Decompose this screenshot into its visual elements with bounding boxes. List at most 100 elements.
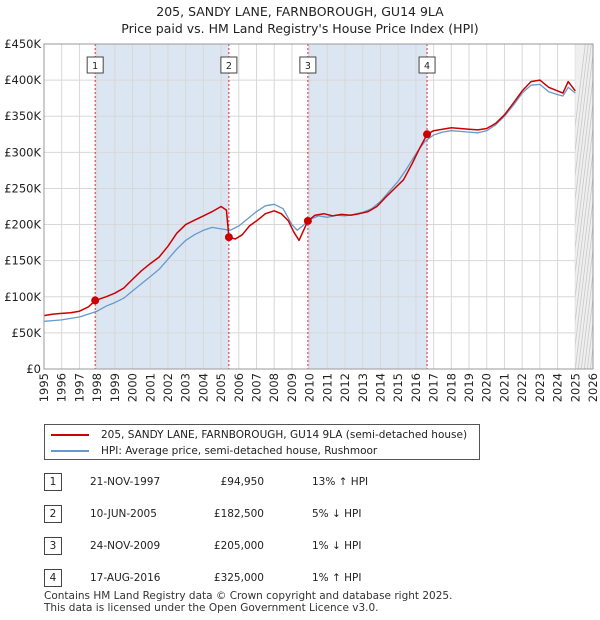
x-tick-label: 2025 — [568, 373, 582, 402]
y-tick-label: £50K — [12, 326, 42, 340]
footer-line-2: This data is licensed under the Open Gov… — [44, 602, 379, 614]
sale-hpi-diff: 5% ↓ HPI — [312, 508, 362, 520]
x-tick-label: 1998 — [90, 373, 104, 402]
sale-point — [91, 296, 100, 305]
sale-marker-number: 3 — [305, 61, 311, 72]
x-tick-label: 2014 — [373, 373, 387, 402]
legend-item-hpi: HPI: Average price, semi-detached house,… — [51, 443, 377, 459]
sale-number-badge: 2 — [44, 505, 62, 523]
y-tick-label: £0 — [26, 362, 41, 376]
title-line-2: Price paid vs. HM Land Registry's House … — [121, 21, 479, 36]
shaded-range — [95, 44, 229, 369]
future-hatch — [580, 270, 594, 369]
sale-price: £182,500 — [213, 508, 264, 520]
future-hatch — [575, 197, 594, 348]
sale-hpi-diff: 13% ↑ HPI — [312, 476, 369, 488]
y-tick-label: £250K — [4, 181, 41, 195]
y-tick-label: £450K — [4, 37, 41, 51]
sale-marker-box — [299, 56, 317, 74]
x-tick-label: 2004 — [196, 373, 210, 402]
property-price-line — [43, 79, 576, 317]
future-hatch — [575, 75, 594, 227]
x-tick-label: 2020 — [480, 373, 494, 402]
x-tick-label: 2024 — [551, 373, 565, 402]
sale-point — [303, 216, 312, 225]
y-tick-label: £400K — [4, 73, 41, 87]
x-tick-label: 1997 — [72, 373, 86, 402]
future-hatch — [577, 246, 594, 369]
title-line-1: 205, SANDY LANE, FARNBOROUGH, GU14 9LA — [156, 4, 444, 19]
sale-marker-number: 1 — [92, 61, 98, 72]
x-tick-label: 1999 — [108, 373, 122, 402]
sale-hpi-diff: 1% ↓ HPI — [312, 540, 362, 552]
future-hatch — [575, 124, 594, 275]
x-tick-label: 2017 — [427, 373, 441, 402]
table-row: 1 21-NOV-1997 £94,950 13% ↑ HPI — [0, 472, 600, 492]
sale-date: 17-AUG-2016 — [90, 572, 161, 584]
table-row: 3 24-NOV-2009 £205,000 1% ↓ HPI — [0, 536, 600, 556]
future-hatch — [575, 99, 594, 251]
legend-item-property: 205, SANDY LANE, FARNBOROUGH, GU14 9LA (… — [51, 427, 467, 443]
x-tick-label: 2008 — [267, 373, 281, 402]
x-tick-label: 2015 — [391, 373, 405, 402]
x-tick-label: 2005 — [214, 373, 228, 402]
sale-marker-number: 2 — [226, 61, 232, 72]
y-tick-label: £300K — [4, 145, 41, 159]
x-tick-label: 2013 — [356, 373, 370, 402]
sale-number-badge: 3 — [44, 537, 62, 555]
y-tick-label: £100K — [4, 290, 41, 304]
sale-price: £205,000 — [213, 540, 264, 552]
y-tick-label: £200K — [4, 218, 41, 232]
sale-marker-box — [418, 56, 436, 74]
x-tick-label: 2019 — [462, 373, 476, 402]
x-tick-label: 2026 — [586, 373, 600, 402]
future-hatch — [575, 221, 594, 369]
x-tick-label: 2018 — [444, 373, 458, 402]
sale-marker-number: 4 — [424, 61, 430, 72]
x-tick-label: 2023 — [533, 373, 547, 402]
shaded-range — [307, 44, 428, 369]
legend: 205, SANDY LANE, FARNBOROUGH, GU14 9LA (… — [44, 424, 480, 460]
sale-marker-box — [220, 56, 238, 74]
sale-point — [224, 233, 233, 242]
sale-marker-box — [86, 56, 104, 74]
future-hatch — [575, 44, 589, 153]
footer-line-1: Contains HM Land Registry data © Crown c… — [44, 590, 453, 602]
x-tick-label: 2016 — [409, 373, 423, 402]
x-tick-label: 1996 — [55, 373, 69, 402]
chart-title: 205, SANDY LANE, FARNBOROUGH, GU14 9LA P… — [0, 3, 600, 37]
x-tick-label: 2021 — [497, 373, 511, 402]
x-tick-label: 2007 — [250, 373, 264, 402]
legend-label-property: 205, SANDY LANE, FARNBOROUGH, GU14 9LA (… — [101, 429, 468, 441]
x-tick-label: 2009 — [285, 373, 299, 402]
future-hatch — [575, 173, 594, 324]
x-tick-label: 2003 — [179, 373, 193, 402]
x-tick-label: 2006 — [232, 373, 246, 402]
sale-price: £325,000 — [213, 572, 264, 584]
x-tick-label: 2022 — [515, 373, 529, 402]
x-tick-label: 2012 — [338, 373, 352, 402]
sale-price: £94,950 — [220, 476, 264, 488]
sale-number-badge: 1 — [44, 473, 62, 491]
footer-attribution: Contains HM Land Registry data © Crown c… — [44, 590, 452, 614]
x-tick-label: 2002 — [161, 373, 175, 402]
table-row: 4 17-AUG-2016 £325,000 1% ↑ HPI — [0, 568, 600, 588]
x-tick-label: 2011 — [320, 373, 334, 402]
future-hatch — [596, 44, 600, 369]
sale-date: 21-NOV-1997 — [90, 476, 161, 488]
x-tick-label: 2010 — [303, 373, 317, 402]
x-tick-label: 2000 — [126, 373, 140, 402]
plot-frame — [43, 43, 594, 370]
sale-date: 24-NOV-2009 — [90, 540, 161, 552]
future-hatch — [575, 44, 586, 129]
chart: 1 2 3 4 £0 £50K £100K £150K £200K £250K £300K £350… — [4, 37, 600, 402]
future-hatch — [592, 368, 594, 369]
future-hatch — [583, 294, 594, 369]
legend-swatch-property — [51, 434, 89, 436]
legend-label-hpi: HPI: Average price, semi-detached house,… — [101, 445, 378, 457]
future-hatch — [575, 148, 594, 300]
future-hatch — [575, 51, 594, 202]
sale-point — [423, 130, 432, 139]
legend-swatch-hpi — [51, 450, 89, 452]
x-tick-label: 2001 — [143, 373, 157, 402]
